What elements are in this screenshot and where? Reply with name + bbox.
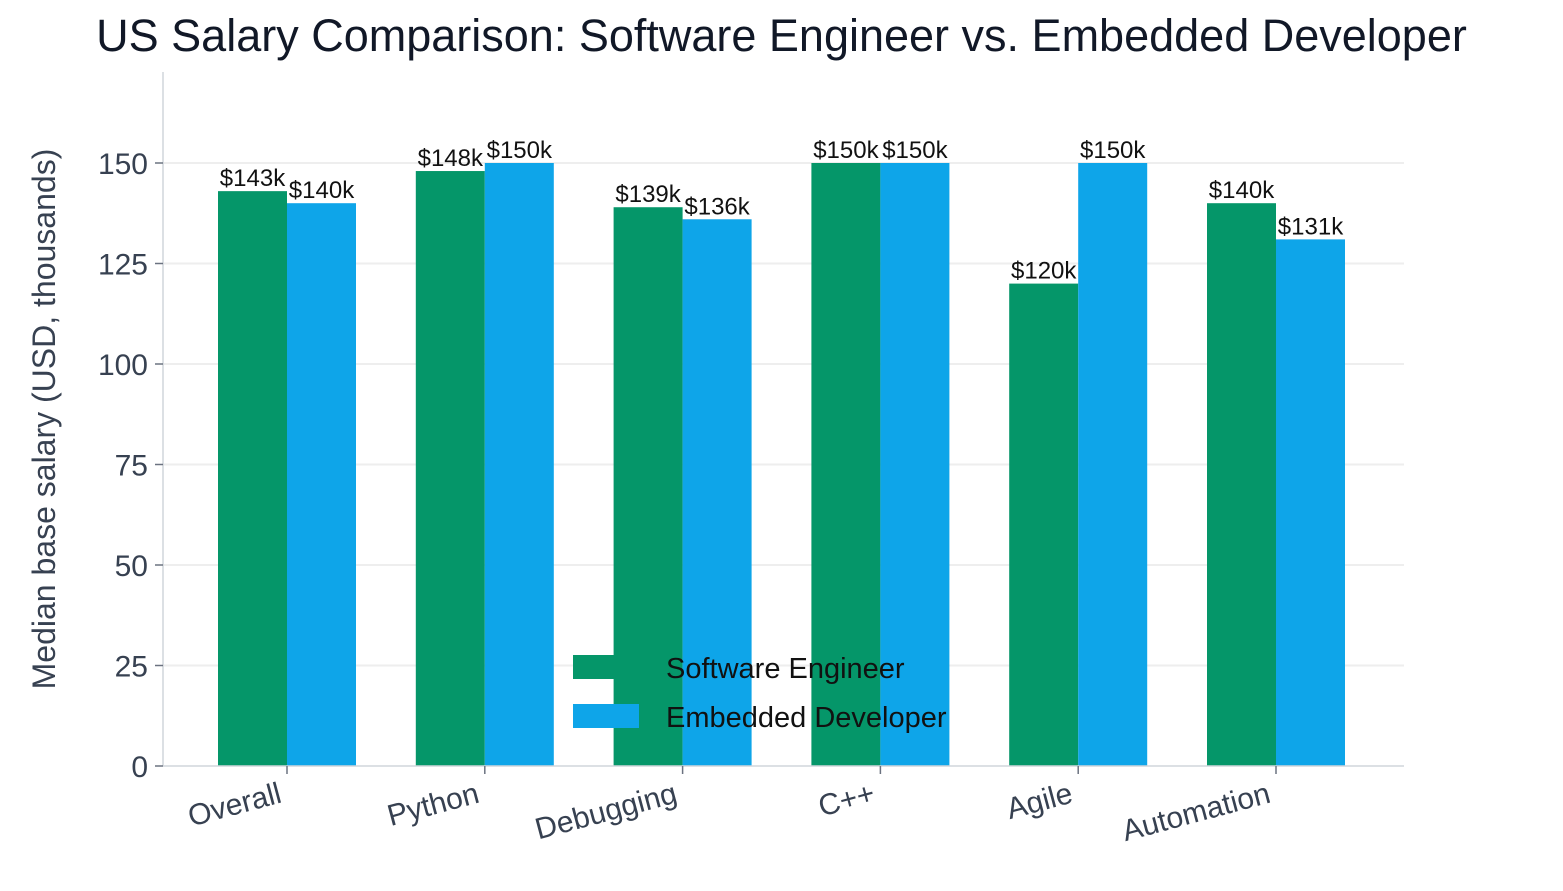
bar-software-engineer	[1207, 203, 1276, 766]
y-tick-label: 150	[98, 148, 148, 181]
bar-embedded-developer	[484, 163, 554, 766]
y-tick-label: 50	[115, 550, 148, 583]
legend-label: Embedded Developer	[666, 702, 947, 734]
y-tick-label: 125	[98, 249, 148, 282]
bar-embedded-developer	[287, 203, 356, 766]
bar-software-engineer	[811, 163, 881, 766]
chart-title: US Salary Comparison: Software Engineer …	[96, 10, 1467, 61]
x-ticks: Overall Python Debugging C++ Agile Automation	[184, 766, 1277, 848]
x-tick-label: Overall	[184, 777, 284, 833]
legend-swatch	[573, 655, 639, 679]
data-labels: $143k $140k$148k $150k$139k $136k$150k $150k…	[220, 137, 1344, 285]
x-tick-label: Python	[384, 777, 483, 833]
x-tick-label: C++	[815, 777, 878, 824]
y-tick-label: 0	[131, 751, 148, 784]
bar-value-label: $150k	[487, 137, 553, 164]
bar-value-label: $139k	[615, 181, 681, 208]
legend: Software Engineer Embedded Developer	[573, 653, 947, 734]
bar-value-label: $143k	[220, 165, 286, 192]
bar-software-engineer	[415, 171, 485, 767]
bar-embedded-developer	[1276, 239, 1345, 766]
gridlines	[163, 162, 1404, 667]
x-tick-label: Agile	[1003, 777, 1076, 826]
x-tick-label: Debugging	[532, 777, 681, 846]
bar-software-engineer	[218, 191, 287, 766]
axes	[162, 72, 1404, 767]
bar-value-label: $120k	[1011, 258, 1077, 285]
bar-value-label: $148k	[418, 145, 484, 172]
x-tick-label: Automation	[1119, 777, 1274, 848]
bar-software-engineer	[1009, 283, 1079, 766]
bar-embedded-developer	[880, 163, 950, 766]
bar-value-label: $140k	[1209, 177, 1275, 204]
bar-value-label: $140k	[289, 177, 355, 204]
y-tick-label: 100	[98, 349, 148, 382]
legend-swatch	[573, 704, 639, 728]
y-axis-label: Median base salary (USD, thousands)	[26, 149, 62, 690]
bar-embedded-developer	[1078, 163, 1148, 766]
bar-value-label: $150k	[882, 137, 948, 164]
bar-value-label: $136k	[684, 193, 750, 220]
bars	[218, 163, 1345, 767]
bar-embedded-developer	[682, 219, 752, 766]
y-ticks: 0 25 50 75 100 125 150	[98, 148, 163, 784]
legend-label: Software Engineer	[666, 653, 905, 685]
bar-value-label: $150k	[813, 137, 879, 164]
y-tick-label: 25	[115, 651, 148, 684]
bar-value-label: $131k	[1278, 213, 1344, 240]
bar-value-label: $150k	[1080, 137, 1146, 164]
y-tick-label: 75	[115, 450, 148, 483]
